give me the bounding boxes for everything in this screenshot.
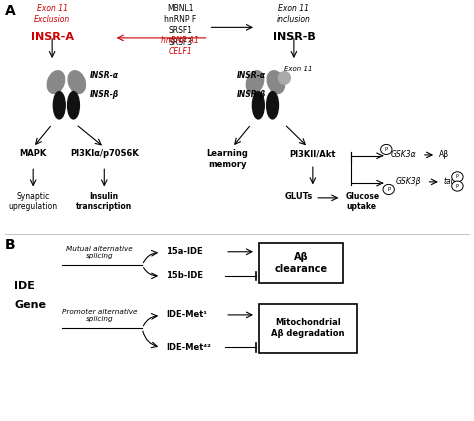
Text: PI3KII/Akt: PI3KII/Akt xyxy=(290,149,336,158)
Text: P: P xyxy=(385,147,388,152)
Text: Glucose
uptake: Glucose uptake xyxy=(346,192,380,211)
Text: Exon 11: Exon 11 xyxy=(284,67,313,72)
Text: Promoter alternative
splicing: Promoter alternative splicing xyxy=(62,309,137,322)
Text: Aβ: Aβ xyxy=(438,150,448,160)
Text: P: P xyxy=(387,187,390,192)
Circle shape xyxy=(452,172,463,182)
Text: 15b-IDE: 15b-IDE xyxy=(166,271,203,280)
Text: INSR-β: INSR-β xyxy=(90,90,119,99)
Text: hnRNP A1
CELF1: hnRNP A1 CELF1 xyxy=(161,36,199,56)
Ellipse shape xyxy=(67,91,79,119)
Circle shape xyxy=(383,184,394,195)
Text: tau: tau xyxy=(443,177,456,187)
Ellipse shape xyxy=(68,71,85,93)
Text: PI3KIα/p70S6K: PI3KIα/p70S6K xyxy=(70,149,139,158)
Text: 15a-IDE: 15a-IDE xyxy=(166,247,202,256)
Text: INSR-α: INSR-α xyxy=(90,71,119,80)
Ellipse shape xyxy=(267,71,284,93)
Circle shape xyxy=(452,181,463,191)
Text: Synaptic
upregulation: Synaptic upregulation xyxy=(9,192,58,211)
Text: MBNL1
hnRNP F
SRSF1
SRSF3: MBNL1 hnRNP F SRSF1 SRSF3 xyxy=(164,4,196,46)
Ellipse shape xyxy=(279,72,290,84)
Ellipse shape xyxy=(47,71,64,93)
Text: GSK3α: GSK3α xyxy=(391,150,417,160)
Ellipse shape xyxy=(53,91,65,119)
Text: P: P xyxy=(456,174,459,179)
Text: GSK3β: GSK3β xyxy=(396,177,421,187)
Text: INSR-B: INSR-B xyxy=(273,32,315,42)
Text: Gene: Gene xyxy=(14,300,46,310)
Text: INSR-α: INSR-α xyxy=(237,71,266,80)
Text: INSR-β: INSR-β xyxy=(237,90,266,99)
Ellipse shape xyxy=(266,91,279,119)
Circle shape xyxy=(381,144,392,155)
Text: IDE-Met⁴²: IDE-Met⁴² xyxy=(166,343,211,352)
Text: P: P xyxy=(456,184,459,189)
Text: IDE-Met¹: IDE-Met¹ xyxy=(166,310,207,320)
FancyBboxPatch shape xyxy=(259,243,343,283)
Ellipse shape xyxy=(246,71,264,93)
Text: Mutual alternative
splicing: Mutual alternative splicing xyxy=(66,246,133,259)
Text: Learning
memory: Learning memory xyxy=(207,149,248,169)
FancyBboxPatch shape xyxy=(259,304,357,353)
Text: INSR-A: INSR-A xyxy=(31,32,73,42)
Text: Exon 11
inclusion: Exon 11 inclusion xyxy=(277,4,311,24)
Text: B: B xyxy=(5,238,15,252)
Text: IDE: IDE xyxy=(14,281,35,291)
Text: Mitochondrial
Aβ degradation: Mitochondrial Aβ degradation xyxy=(271,318,345,338)
Text: Aβ
clearance: Aβ clearance xyxy=(274,252,328,274)
Ellipse shape xyxy=(252,91,264,119)
Text: Insulin
transcription: Insulin transcription xyxy=(76,192,132,211)
Text: MAPK: MAPK xyxy=(19,149,47,158)
Text: GLUTs: GLUTs xyxy=(284,192,313,200)
Text: Exon 11
Exclusion: Exon 11 Exclusion xyxy=(34,4,70,24)
Text: A: A xyxy=(5,4,16,18)
